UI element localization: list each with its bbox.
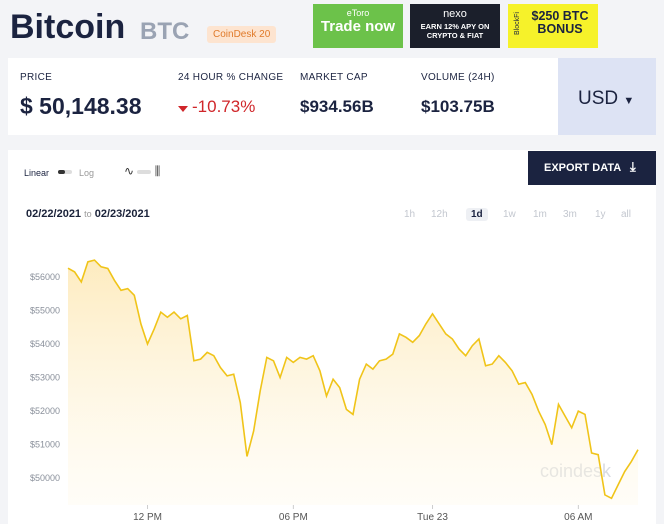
coin-title: Bitcoin [10,8,126,46]
currency-select[interactable]: USD ▼ [558,58,656,135]
scale-linear[interactable]: Linear [24,168,50,178]
stat-label: VOLUME (24H) [421,72,495,83]
scale-log[interactable]: Log [79,168,95,178]
currency: USD [578,88,619,109]
stat-value: $ 50,148.38 [20,93,142,119]
stat-value: -10.73% [192,97,256,116]
x-tick-label: 06 PM [279,512,308,523]
y-tick-label: $53000 [30,373,60,383]
x-tick-label: 12 PM [133,512,162,523]
ad-blockfi[interactable]: BlockFi $250 BTC BONUS [508,4,598,48]
down-arrow [178,106,188,112]
range-button[interactable]: all [621,209,632,220]
ad-logo: nexo [443,8,467,20]
y-tick-label: $51000 [30,440,60,450]
range-button[interactable]: 12h [431,209,448,220]
range-button[interactable]: 1w [503,209,516,220]
stat-label: 24 HOUR % CHANGE [178,72,284,83]
stat-label: PRICE [20,72,53,83]
date-range: 02/22/2021 to 02/23/2021 [26,208,150,220]
date-sep: to [84,209,92,219]
range-button[interactable]: 1m [533,209,547,220]
x-tick-label: 06 AM [564,512,592,523]
y-tick-label: $52000 [30,406,60,416]
price-line [67,259,639,500]
range-button[interactable]: 1d [466,208,488,221]
y-tick-label: $50000 [30,473,60,483]
stat-value: $103.75B [421,97,495,116]
range-button[interactable]: 1y [595,209,606,220]
stats-card [8,58,558,135]
ad-nexo[interactable]: nexo EARN 12% APY ON CRYPTO & FIAT [410,4,500,48]
ad-logo: BlockFi [513,12,521,35]
chart-type-toggle[interactable]: ∿ ⫼ [124,164,161,178]
index-badge[interactable]: CoinDesk 20 [207,26,277,43]
coin-symbol: BTC [140,18,190,45]
x-tick-label: Tue 23 [417,512,448,523]
ad-etoro[interactable]: eToro Trade now [313,4,403,48]
date-to: 02/23/2021 [94,208,150,220]
range-button[interactable]: 1h [404,209,416,220]
y-tick-label: $55000 [30,305,60,315]
ad-text: EARN 12% APY ON CRYPTO & FIAT [420,22,490,40]
date-from: 02/22/2021 [26,208,82,220]
stat-value: $934.56B [300,97,374,116]
export-label: EXPORT DATA [544,162,622,174]
area [68,260,638,505]
scale-toggle[interactable] [58,170,72,174]
price-chart: coindesk$50000$51000$52000$53000$54000$5… [30,259,639,523]
ad-text: $250 BTC BONUS [531,9,589,36]
export-button[interactable]: EXPORT DATA ⤓ [528,151,656,185]
range-button[interactable]: 3m [563,209,577,220]
ad-logo: eToro [346,8,370,18]
y-tick-label: $54000 [30,339,60,349]
stat-label: MARKET CAP [300,72,368,83]
y-tick-label: $56000 [30,272,60,282]
ad-text: Trade now [320,18,396,35]
